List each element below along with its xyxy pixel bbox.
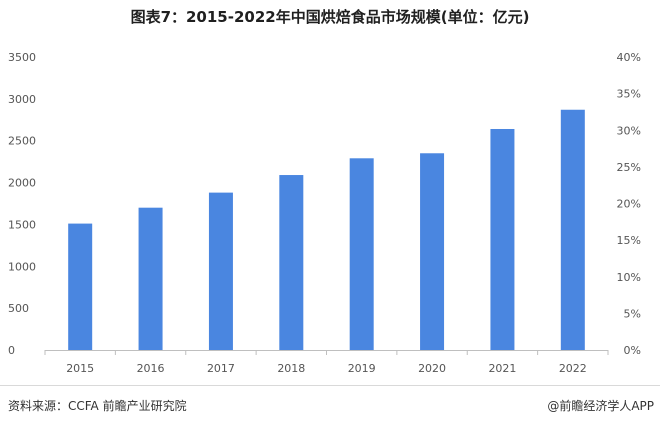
y-right-tick-label: 35% bbox=[617, 88, 641, 101]
bar-2015 bbox=[68, 223, 93, 350]
bar-2017 bbox=[208, 192, 233, 350]
x-tick-label: 2019 bbox=[348, 362, 376, 375]
y-left-tick-label: 1000 bbox=[8, 260, 36, 273]
brand-credit: @前瞻经济学人APP bbox=[547, 399, 654, 413]
x-tick-label: 2016 bbox=[137, 362, 165, 375]
y-right-tick-label: 25% bbox=[617, 161, 641, 174]
x-tick-label: 2020 bbox=[418, 362, 446, 375]
bar-2021 bbox=[490, 128, 515, 350]
bar-2022 bbox=[560, 109, 585, 351]
y-left-tick-label: 3000 bbox=[8, 93, 36, 106]
bar-2019 bbox=[349, 158, 374, 350]
bar-2018 bbox=[279, 175, 304, 350]
bar-2020 bbox=[420, 153, 445, 350]
y-left-tick-label: 2500 bbox=[8, 135, 36, 148]
x-tick-label: 2018 bbox=[277, 362, 305, 375]
y-right-tick-label: 15% bbox=[617, 234, 641, 247]
y-left-tick-label: 3500 bbox=[8, 51, 36, 64]
y-axis-left: 0 500 1000 1500 2000 2500 3000 3500 bbox=[8, 51, 36, 357]
x-axis-ticks bbox=[44, 350, 609, 355]
footer-divider bbox=[0, 385, 660, 386]
y-right-tick-label: 0% bbox=[624, 344, 641, 357]
bar-2016 bbox=[138, 207, 163, 350]
y-left-tick-label: 0 bbox=[8, 344, 15, 357]
y-axis-right: 0% 5% 10% 15% 20% 25% 30% 35% 40% bbox=[617, 51, 641, 357]
x-tick-label: 2015 bbox=[66, 362, 94, 375]
y-right-tick-label: 10% bbox=[617, 271, 641, 284]
y-left-tick-label: 500 bbox=[8, 302, 29, 315]
x-axis-labels: 2015 2016 2017 2018 2019 2020 2021 2022 bbox=[66, 362, 587, 375]
x-tick-label: 2022 bbox=[559, 362, 587, 375]
x-tick-label: 2021 bbox=[488, 362, 516, 375]
source-note: 资料来源：CCFA 前瞻产业研究院 bbox=[8, 399, 187, 413]
y-right-tick-label: 30% bbox=[617, 124, 641, 137]
y-left-tick-label: 1500 bbox=[8, 218, 36, 231]
y-right-tick-label: 5% bbox=[624, 307, 641, 320]
y-right-tick-label: 20% bbox=[617, 198, 641, 211]
bars bbox=[68, 109, 585, 351]
y-right-tick-label: 40% bbox=[617, 51, 641, 64]
chart-title: 图表7：2015-2022年中国烘焙食品市场规模(单位：亿元) bbox=[130, 8, 530, 26]
y-left-tick-label: 2000 bbox=[8, 177, 36, 190]
x-tick-label: 2017 bbox=[207, 362, 235, 375]
